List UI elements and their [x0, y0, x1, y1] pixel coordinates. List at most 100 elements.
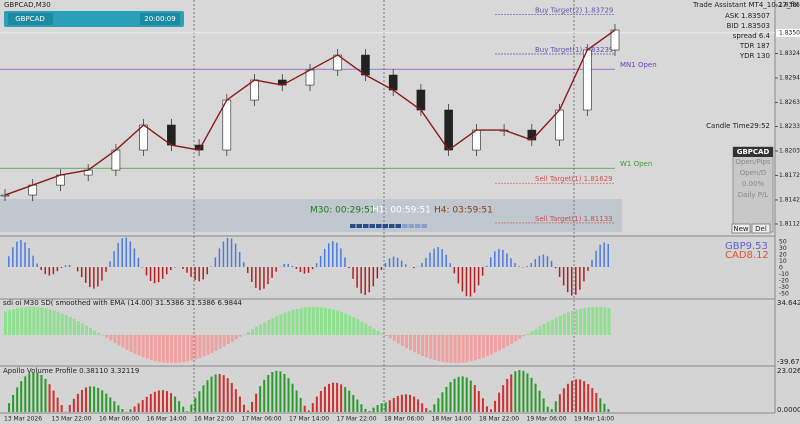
progress-cell — [408, 224, 414, 228]
candle — [582, 49, 592, 111]
strength-bar — [8, 256, 10, 267]
sdi-bar — [319, 307, 323, 335]
sdi-bar — [566, 312, 570, 335]
y-tick-label: 1.82335 — [779, 123, 800, 130]
volume-bar — [263, 379, 266, 412]
volume-bar — [137, 403, 140, 412]
strength-bar — [287, 263, 289, 267]
toolbar-symbol: GBPCAD — [15, 15, 45, 23]
sdi-bar — [170, 335, 174, 363]
strength-bar — [291, 265, 294, 267]
sdi-bar — [210, 335, 214, 353]
new-button[interactable] — [731, 223, 751, 234]
sdi-bar — [469, 335, 473, 362]
volume-bar — [259, 386, 262, 412]
strength-bar — [558, 267, 561, 277]
volume-bar — [56, 397, 59, 412]
sdi-bar — [8, 310, 12, 335]
sdi-bar — [437, 335, 441, 362]
strength-bar — [554, 267, 557, 269]
volume-bar — [409, 394, 411, 412]
volume-bar — [28, 373, 31, 412]
sdi-bar — [449, 335, 453, 363]
volume-bar — [97, 387, 100, 412]
sdi-bar — [105, 335, 109, 339]
strength-bar — [234, 243, 237, 267]
sdi-bar — [368, 326, 372, 335]
sdi-bar — [477, 335, 481, 360]
strength-bar — [145, 267, 148, 276]
volume-bar — [425, 408, 428, 412]
sdi-bar — [550, 319, 554, 335]
x-label: 17 Mar 22:00 — [337, 416, 377, 423]
volume-bar — [287, 378, 290, 412]
x-label: 17 Mar 14:00 — [289, 416, 329, 423]
strength-bar — [149, 267, 152, 282]
volume-bar — [255, 393, 258, 412]
sdi-bar — [283, 312, 287, 335]
strength-bar — [421, 263, 423, 267]
sdi-bar — [485, 335, 489, 357]
volume-bar — [595, 392, 598, 412]
volume-bar — [214, 374, 217, 412]
candle — [250, 79, 259, 101]
strength-bar — [109, 261, 111, 267]
volume-bar — [206, 380, 209, 412]
volume-bar — [550, 409, 553, 412]
sdi-bar — [344, 313, 348, 335]
strength-bar — [413, 267, 415, 269]
volume-bar — [587, 384, 590, 412]
sdi-bar — [97, 332, 101, 335]
sdi-bar — [137, 335, 141, 356]
strength-bar — [12, 247, 14, 267]
sdi-bar — [20, 307, 24, 335]
assistant-row: YDR 130 — [739, 52, 770, 60]
volume-bar — [437, 398, 440, 412]
volume-bar — [332, 382, 335, 412]
strength-bar — [526, 266, 528, 267]
volume-bar — [68, 404, 71, 412]
volume-bar — [380, 403, 383, 412]
volume-bar — [542, 398, 545, 412]
volume-bar — [303, 405, 306, 412]
progress-cell — [402, 224, 408, 228]
strength-bar — [161, 267, 164, 279]
volume-bar — [506, 378, 509, 412]
current-price-label: 1.83503 — [779, 29, 800, 36]
sdi-bar — [323, 307, 327, 335]
sdi-bar — [48, 309, 52, 335]
volume-bar — [129, 409, 132, 412]
strength-bar — [202, 267, 204, 280]
volume-bar — [24, 376, 27, 412]
volume-bar — [12, 394, 15, 412]
volume-bar — [267, 375, 270, 412]
sdi-bar — [392, 335, 396, 341]
strength-bar — [85, 267, 87, 283]
strength-bar — [323, 248, 326, 267]
main-panel — [0, 0, 775, 235]
x-label: 18 Mar 14:00 — [432, 416, 472, 423]
strength-bar — [457, 267, 460, 284]
sdi-bar — [409, 335, 412, 351]
progress-cell — [382, 224, 388, 228]
sdi-bar — [16, 308, 20, 335]
progress-cell — [356, 224, 362, 228]
strength-bar — [129, 241, 132, 267]
del-button[interactable] — [751, 223, 771, 234]
strength-bar — [247, 267, 249, 273]
volume-bar — [222, 375, 225, 412]
progress-cell — [395, 224, 401, 228]
volume-bar — [566, 383, 569, 412]
strength-bar — [510, 258, 512, 267]
y-tick-label: 1.82030 — [779, 148, 800, 155]
assistant-row: ASK 1.83507 — [725, 12, 770, 20]
strength-bar — [60, 267, 63, 268]
strength-bar — [56, 267, 59, 272]
sdi-bar — [226, 335, 230, 345]
volume-bar — [485, 406, 488, 412]
symbol-box[interactable] — [8, 13, 53, 25]
sdi-bar — [255, 326, 259, 335]
volume-bar — [218, 373, 221, 412]
volume-bar — [558, 394, 561, 412]
strength-bar — [380, 267, 383, 271]
